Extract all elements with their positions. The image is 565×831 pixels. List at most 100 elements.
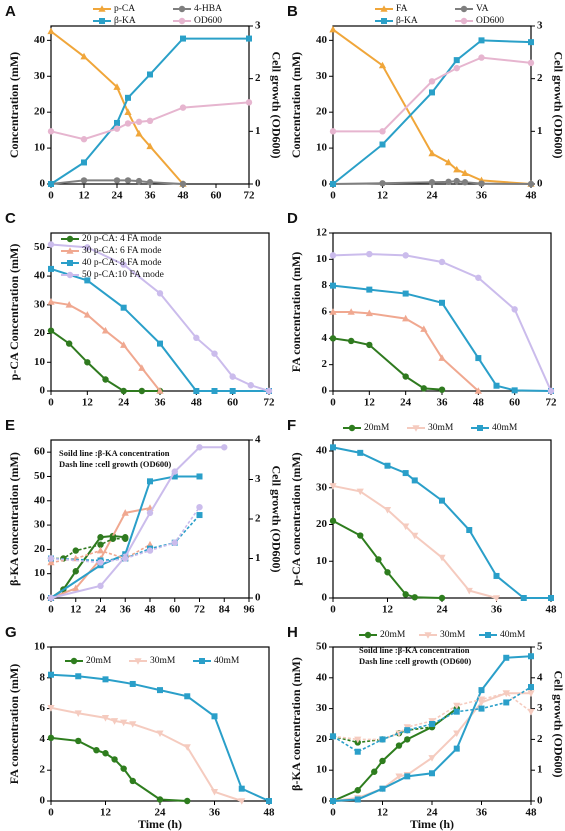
annotation: Soild line :β-KA concentration xyxy=(59,448,170,458)
legend-label: 40mM xyxy=(500,630,526,640)
data-point xyxy=(156,387,164,394)
data-point xyxy=(196,503,203,511)
legend-marker xyxy=(67,260,73,266)
data-point xyxy=(453,165,461,173)
legend-label: OD600 xyxy=(476,16,504,26)
panel-label: G xyxy=(5,624,17,641)
y-tick-label: 40 xyxy=(34,34,46,46)
data-point xyxy=(402,591,409,598)
y-tick-label: 0 xyxy=(40,592,46,604)
data-point xyxy=(503,654,510,661)
data-point xyxy=(528,39,534,46)
y2-tick-label: 2 xyxy=(537,733,543,745)
y-tick-label: 30 xyxy=(316,702,328,714)
x-tick-label: 48 xyxy=(473,397,485,409)
x-tick-label: 72 xyxy=(546,397,558,409)
data-point xyxy=(478,687,485,694)
legend-marker xyxy=(460,5,468,13)
panel-label: A xyxy=(5,3,16,20)
data-point xyxy=(196,444,203,451)
data-point xyxy=(527,59,535,67)
data-point xyxy=(461,179,469,186)
x-tick-label: 84 xyxy=(219,604,231,616)
series-line xyxy=(50,30,184,185)
y-tick-label: 20 xyxy=(34,543,46,555)
y-axis-label: p-CA Concentration (mM) xyxy=(7,244,21,381)
data-point xyxy=(97,582,104,590)
legend-marker xyxy=(178,17,186,25)
data-point xyxy=(511,387,518,394)
x-tick-label: 48 xyxy=(178,190,190,202)
legend-marker xyxy=(66,235,74,243)
data-point xyxy=(366,286,373,293)
data-point xyxy=(379,180,386,187)
series-line xyxy=(50,37,249,185)
x-tick-label: 0 xyxy=(48,190,54,202)
data-point xyxy=(477,696,486,704)
data-point xyxy=(157,340,163,347)
y-tick-label: 6 xyxy=(40,702,46,714)
annotation: Dash line :cell growth (OD600) xyxy=(59,459,171,469)
y2-tick-label: 3 xyxy=(255,473,261,485)
x-tick-label: 36 xyxy=(145,190,157,202)
plot-frame xyxy=(332,232,552,392)
legend-marker xyxy=(99,18,105,24)
x-tick-label: 36 xyxy=(155,397,167,409)
y-axis-label: β-KA concentration (mM) xyxy=(7,452,21,586)
data-point xyxy=(97,534,104,541)
data-point xyxy=(411,532,419,540)
data-point xyxy=(329,128,337,135)
series-line xyxy=(50,101,250,141)
y-tick-label: 40 xyxy=(34,270,46,282)
y-tick-label: 0 xyxy=(40,795,46,807)
data-point xyxy=(444,158,453,166)
data-point xyxy=(122,535,129,542)
data-point xyxy=(420,325,428,332)
x-tick-label: 0 xyxy=(330,604,336,616)
data-point xyxy=(453,177,460,185)
data-point xyxy=(438,594,446,602)
y-tick-label: 30 xyxy=(316,70,328,82)
legend-marker xyxy=(66,247,74,254)
data-point xyxy=(465,587,473,595)
x-tick-label: 72 xyxy=(194,604,206,616)
y2-tick-label: 5 xyxy=(537,641,543,653)
y-tick-label: 50 xyxy=(316,641,328,653)
y-tick-label: 40 xyxy=(316,671,328,683)
data-point xyxy=(383,507,392,514)
x-tick-label: 36 xyxy=(209,807,221,819)
data-point xyxy=(81,159,87,166)
data-point xyxy=(72,584,80,592)
legend-marker xyxy=(199,658,205,664)
data-point xyxy=(72,547,79,554)
y-tick-label: 10 xyxy=(34,641,46,653)
panel-label: C xyxy=(5,210,16,227)
x-tick-label: 0 xyxy=(48,397,54,409)
legend-label: 40mM xyxy=(214,656,240,666)
plot-frame xyxy=(50,646,270,802)
data-point xyxy=(453,745,460,752)
x-axis-label: Time (h) xyxy=(410,817,454,831)
data-point xyxy=(428,755,436,762)
data-point xyxy=(493,572,500,579)
y-tick-label: 12 xyxy=(316,227,328,239)
legend-marker xyxy=(380,5,388,12)
data-point xyxy=(193,388,200,394)
data-point xyxy=(453,64,460,72)
data-point xyxy=(196,512,203,519)
legend-label: 30 p-CA: 6 FA mode xyxy=(82,246,162,256)
data-point xyxy=(384,462,391,469)
data-point xyxy=(357,532,364,539)
data-point xyxy=(453,702,461,710)
x-tick-label: 12 xyxy=(82,397,94,409)
data-point xyxy=(475,274,482,281)
data-point xyxy=(404,727,411,734)
data-point xyxy=(420,385,428,392)
legend-label: β-KA xyxy=(396,16,418,26)
data-point xyxy=(171,473,178,480)
data-point xyxy=(120,719,128,727)
data-point xyxy=(80,52,88,60)
y-tick-label: 30 xyxy=(34,519,46,531)
data-point xyxy=(475,355,482,362)
legend-marker xyxy=(364,631,372,639)
